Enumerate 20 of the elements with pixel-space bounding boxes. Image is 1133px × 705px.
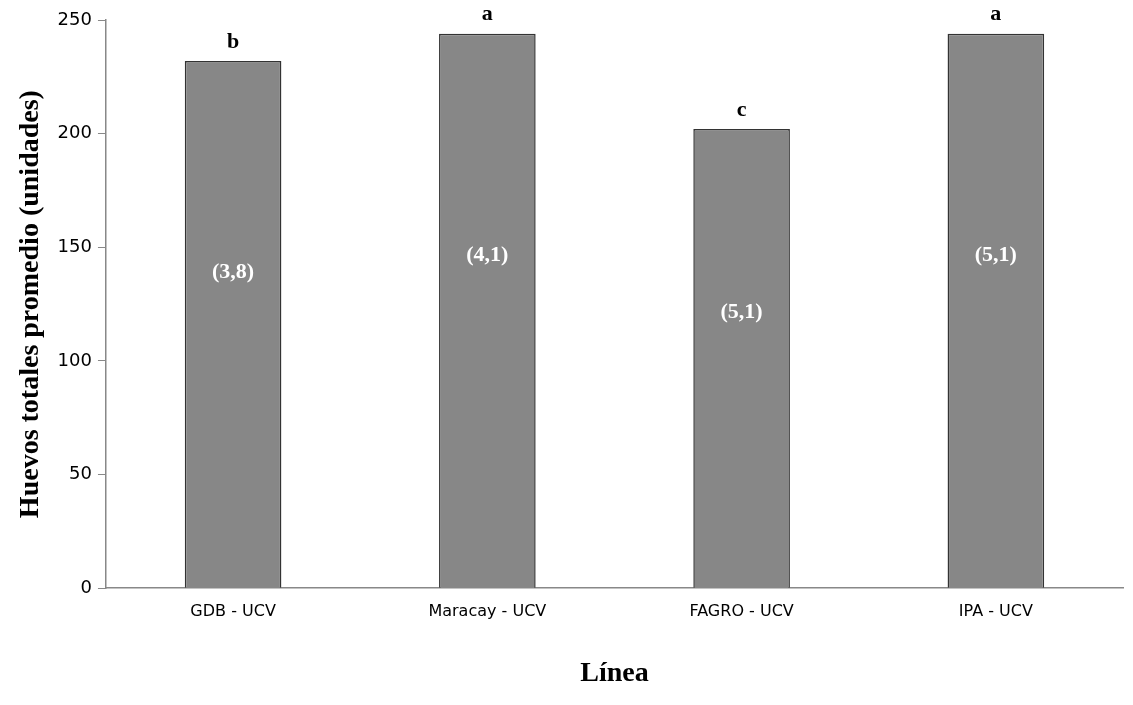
x-tick-label: GDB - UCV: [190, 600, 276, 620]
y-tick-label: 150: [57, 234, 92, 256]
y-tick-label: 100: [57, 348, 92, 370]
y-tick-label: 50: [69, 462, 92, 484]
annotation: (5,1): [974, 241, 1017, 267]
annotation: a: [990, 0, 1002, 26]
y-tick-label: 200: [57, 121, 92, 143]
x-tick-label: Maracay - UCV: [428, 600, 547, 620]
x-tick-label: IPA - UCV: [958, 600, 1033, 620]
y-axis-title: Huevos totales promedio (unidades): [13, 90, 45, 519]
x-axis-title: Línea: [580, 656, 649, 688]
annotation: b: [226, 27, 240, 53]
y-tick-label: 250: [57, 7, 92, 29]
annotation: (3,8): [212, 257, 255, 283]
annotation: a: [481, 0, 493, 26]
annotation: c: [736, 95, 747, 121]
x-tick-label: FAGRO - UCV: [689, 600, 794, 620]
annotation: (4,1): [466, 241, 509, 267]
annotation: (5,1): [720, 298, 763, 324]
y-tick-label: 0: [80, 575, 92, 597]
